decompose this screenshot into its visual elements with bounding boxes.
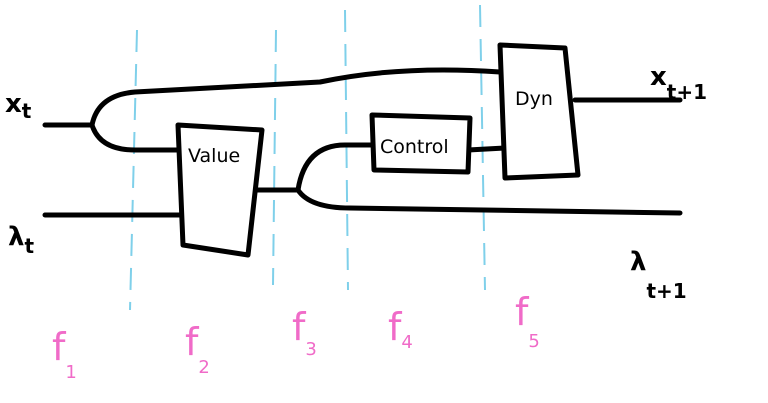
wire [42, 67, 503, 128]
control-block [369, 112, 473, 175]
stage-divider [129, 29, 138, 311]
wire [465, 145, 508, 153]
output-label: λt+1 [630, 247, 687, 303]
stage-label: f4 [388, 305, 413, 353]
input-label: λt [8, 222, 34, 258]
value-block [175, 122, 265, 258]
wire [295, 187, 683, 216]
stage-divider [344, 9, 349, 291]
node-label: Dyn [515, 88, 553, 110]
stage-divider [272, 29, 277, 286]
stage-label: f3 [292, 305, 317, 360]
dyn-block [497, 42, 581, 181]
node-label: Value [188, 145, 240, 167]
output-label: xt+1 [650, 62, 707, 104]
stage-label: f2 [185, 320, 210, 378]
input-label: xt [5, 89, 32, 123]
stage-label: f1 [52, 325, 77, 383]
wire [252, 142, 375, 193]
node-label: Control [380, 136, 449, 158]
wire [89, 122, 185, 153]
stage-label: f5 [515, 290, 540, 352]
